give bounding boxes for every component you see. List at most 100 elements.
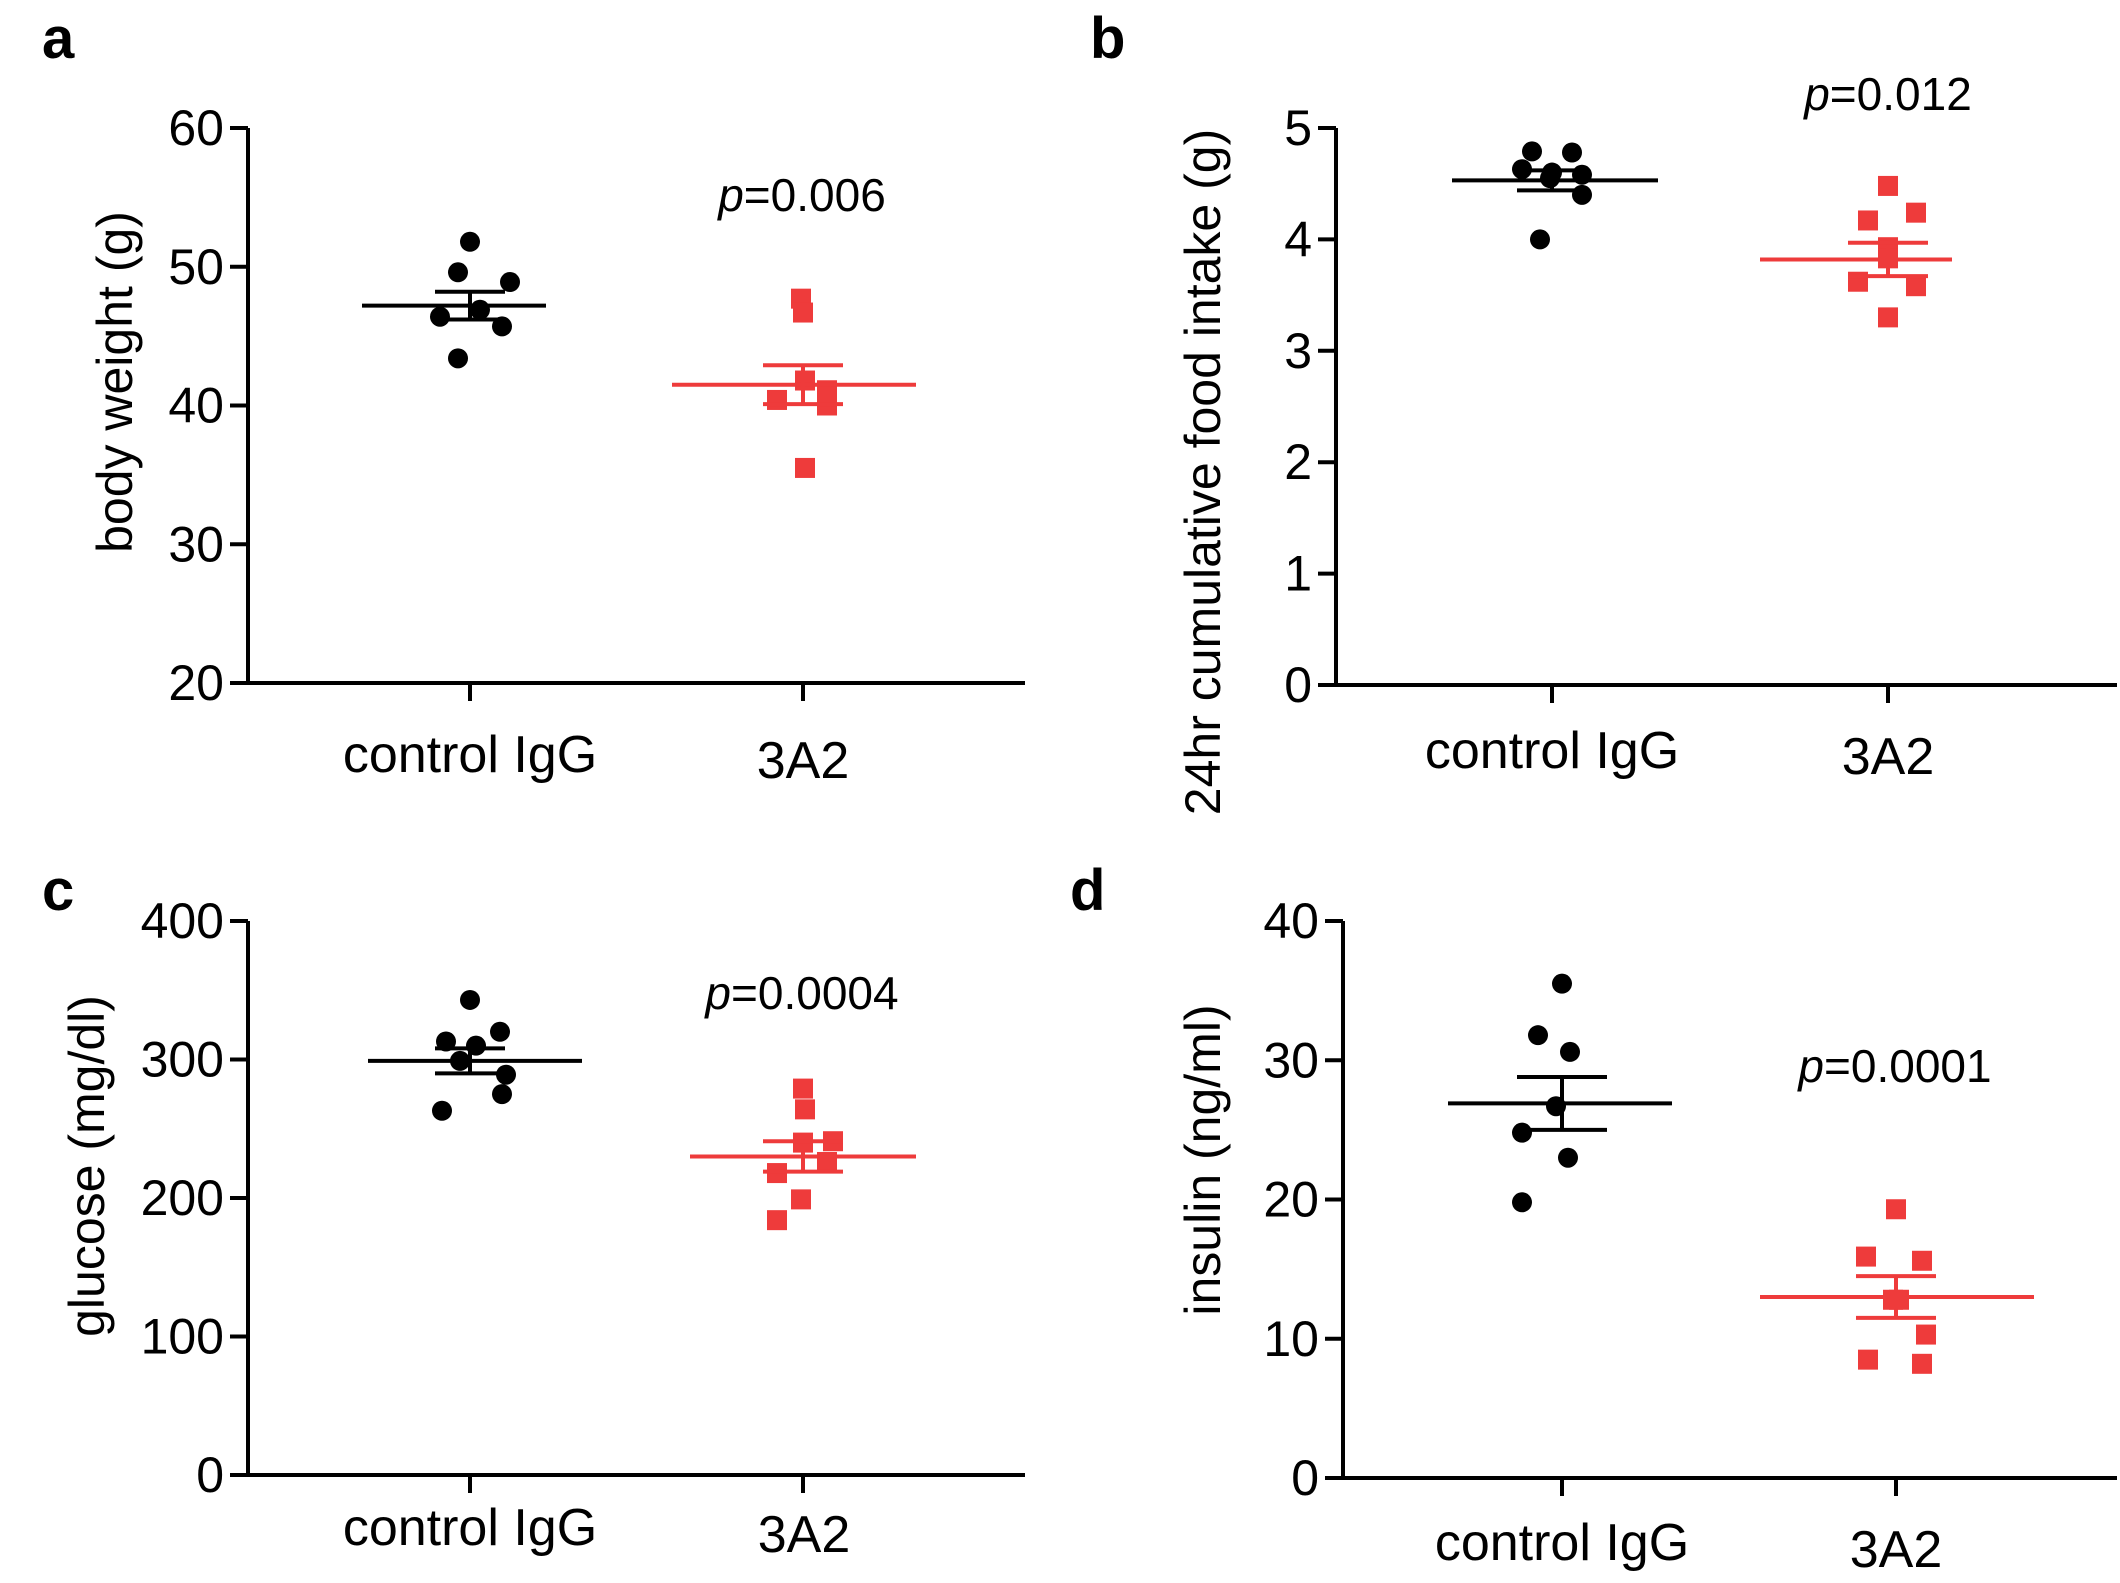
y-tick-label: 100 — [141, 1309, 224, 1365]
data-point — [1858, 1349, 1878, 1370]
data-point — [1878, 175, 1898, 196]
data-point — [1889, 1289, 1909, 1310]
data-point — [767, 1210, 787, 1231]
y-ticks-a: 20 30 40 50 60 — [168, 100, 805, 711]
y-axis-label-a: body weight (g) — [87, 211, 143, 553]
y-tick-label: 20 — [1263, 1172, 1319, 1228]
y-ticks-d: 0 10 20 30 40 — [1263, 893, 1898, 1506]
data-point — [1912, 1353, 1932, 1374]
data-point — [793, 302, 813, 323]
p-value-text-b: =0.012 — [1830, 68, 1972, 120]
x-ticks-b: control IgG 3A2 — [1425, 722, 1934, 786]
data-point — [1856, 1246, 1876, 1267]
data-point — [1512, 1192, 1532, 1213]
data-point — [430, 306, 450, 327]
p-value-c: p=0.0004 — [703, 967, 898, 1019]
y-tick-label: 20 — [168, 655, 224, 711]
data-point — [460, 231, 480, 252]
x-tick-label-control: control IgG — [1435, 1514, 1689, 1572]
y-tick-label: 3 — [1284, 323, 1312, 379]
y-tick-label: 60 — [168, 100, 224, 156]
x-tick-label-control: control IgG — [343, 726, 597, 784]
y-tick-label: 0 — [1284, 657, 1312, 713]
x-tick-label-control: control IgG — [343, 1499, 597, 1557]
data-point — [1552, 973, 1572, 994]
x-tick-label-control: control IgG — [1425, 722, 1679, 780]
panel-letter-d: d — [1070, 858, 1105, 923]
x-tick-label-3a2: 3A2 — [758, 1506, 851, 1564]
x-tick-label-3a2: 3A2 — [757, 732, 850, 790]
x-ticks-d: control IgG 3A2 — [1435, 1514, 1942, 1579]
x-ticks-a: control IgG 3A2 — [343, 726, 849, 790]
data-point — [496, 1064, 516, 1085]
y-tick-label: 5 — [1284, 100, 1312, 156]
data-point — [432, 1100, 452, 1121]
y-axis-label-c: glucose (mg/dl) — [59, 995, 115, 1337]
data-point — [490, 1021, 510, 1042]
y-tick-label: 2 — [1284, 434, 1312, 490]
data-point — [1906, 202, 1926, 223]
data-point — [793, 1078, 813, 1099]
data-point — [500, 272, 520, 293]
data-point — [460, 989, 480, 1010]
data-point — [1558, 1147, 1578, 1168]
data-point — [1522, 141, 1542, 162]
data-marks-a — [362, 231, 916, 478]
panel-letter-c: c — [42, 858, 74, 923]
data-point — [492, 1084, 512, 1105]
p-symbol-d: p — [1796, 1040, 1824, 1092]
data-marks-b — [1452, 141, 1952, 328]
panel-a: a body weight (g) 20 30 40 50 60 control IgG… — [42, 6, 1025, 790]
data-point — [1878, 307, 1898, 328]
y-tick-label: 10 — [1263, 1311, 1319, 1367]
y-tick-label: 30 — [1263, 1032, 1319, 1088]
panel-b: b 24hr cumulative food intake (g) 0 1 2 3 4 5… — [1090, 6, 2117, 815]
data-point — [767, 389, 787, 410]
data-point — [1530, 229, 1550, 250]
y-tick-label: 30 — [168, 516, 224, 572]
p-value-text-a: =0.006 — [744, 169, 886, 221]
y-tick-label: 0 — [196, 1447, 224, 1503]
p-value-b: p=0.012 — [1802, 68, 1972, 120]
data-point — [470, 299, 490, 320]
data-point — [1572, 184, 1592, 205]
y-axis-label-d: insulin (ng/ml) — [1175, 1004, 1231, 1315]
y-axis-label-b: 24hr cumulative food intake (g) — [1175, 129, 1231, 815]
y-tick-label: 4 — [1284, 211, 1312, 267]
x-tick-label-3a2: 3A2 — [1842, 728, 1935, 786]
panel-letter-b: b — [1090, 6, 1125, 71]
data-point — [1528, 1025, 1548, 1046]
x-tick-label-3a2: 3A2 — [1850, 1521, 1943, 1579]
data-point — [795, 1099, 815, 1120]
p-symbol-c: p — [703, 967, 731, 1019]
data-marks-d — [1448, 973, 2034, 1374]
data-point — [1562, 142, 1582, 163]
data-point — [448, 348, 468, 369]
y-tick-label: 1 — [1284, 546, 1312, 602]
p-value-text-c: =0.0004 — [731, 967, 899, 1019]
data-point — [791, 1189, 811, 1210]
y-tick-label: 0 — [1291, 1450, 1319, 1506]
p-value-d: p=0.0001 — [1796, 1040, 1991, 1092]
y-tick-label: 400 — [141, 893, 224, 949]
panel-c: c glucose (mg/dl) 0 100 200 300 400 control … — [42, 858, 1025, 1564]
panel-letter-a: a — [42, 6, 75, 71]
y-ticks-b: 0 1 2 3 4 5 — [1284, 100, 1890, 713]
p-symbol-a: p — [716, 169, 744, 221]
y-tick-label: 300 — [141, 1032, 224, 1088]
panel-d: d insulin (ng/ml) 0 10 20 30 40 control IgG … — [1070, 858, 2117, 1579]
y-ticks-c: 0 100 200 300 400 — [141, 893, 805, 1503]
p-symbol-b: p — [1802, 68, 1830, 120]
data-point — [1858, 210, 1878, 231]
y-tick-label: 40 — [1263, 893, 1319, 949]
data-point — [1906, 276, 1926, 297]
data-point — [1912, 1250, 1932, 1271]
y-tick-label: 50 — [168, 239, 224, 295]
data-point — [1916, 1324, 1936, 1345]
data-point — [1886, 1199, 1906, 1220]
data-point — [448, 262, 468, 283]
data-marks-c — [368, 989, 916, 1231]
y-tick-label: 200 — [141, 1170, 224, 1226]
p-value-text-d: =0.0001 — [1824, 1040, 1992, 1092]
data-point — [1512, 1122, 1532, 1143]
